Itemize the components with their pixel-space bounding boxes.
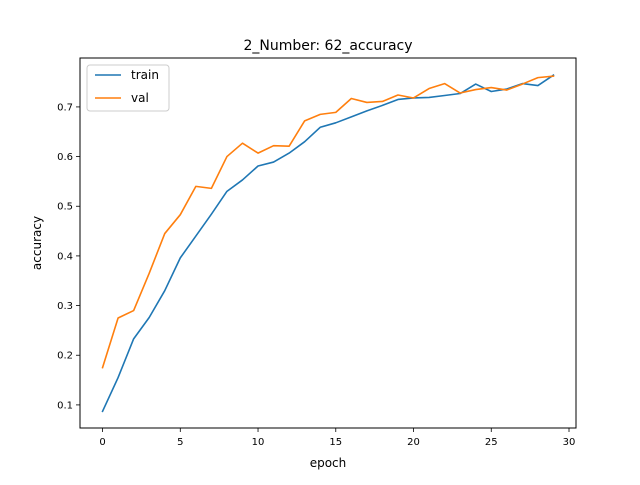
- legend-box: [86, 64, 170, 112]
- y-tick-label: 0.5: [57, 202, 73, 213]
- x-tick-label: 30: [563, 437, 576, 448]
- y-tick-label: 0.7: [57, 102, 73, 113]
- y-tick-label: 0.1: [57, 400, 73, 411]
- x-tick-label: 15: [329, 437, 342, 448]
- x-tick-label: 0: [99, 437, 105, 448]
- series-layer: [101, 74, 555, 413]
- y-tick-label: 0.6: [57, 152, 73, 163]
- legend-train-label: train: [131, 68, 159, 82]
- y-tick-label: 0.4: [57, 251, 73, 262]
- ticks-layer: 0 5 10 15 20 25 30 0.1 0.2 0.3 0.4 0.5 0.6 0.7: [57, 102, 575, 448]
- plot-frame: [79, 57, 577, 429]
- x-tick-label: 20: [407, 437, 420, 448]
- series-line-val: [101, 75, 555, 369]
- x-axis-label: epoch: [310, 456, 347, 470]
- series-line-train: [101, 74, 555, 413]
- x-tick-label: 10: [252, 437, 265, 448]
- legend-val-label: val: [131, 91, 149, 105]
- chart-title: 2_Number: 62_accuracy: [243, 38, 412, 54]
- x-tick-label: 25: [485, 437, 498, 448]
- y-tick-label: 0.2: [57, 351, 73, 362]
- y-axis-label: accuracy: [30, 216, 44, 270]
- legend: train val: [86, 64, 170, 112]
- y-tick-label: 0.3: [57, 301, 73, 312]
- x-tick-label: 5: [177, 437, 183, 448]
